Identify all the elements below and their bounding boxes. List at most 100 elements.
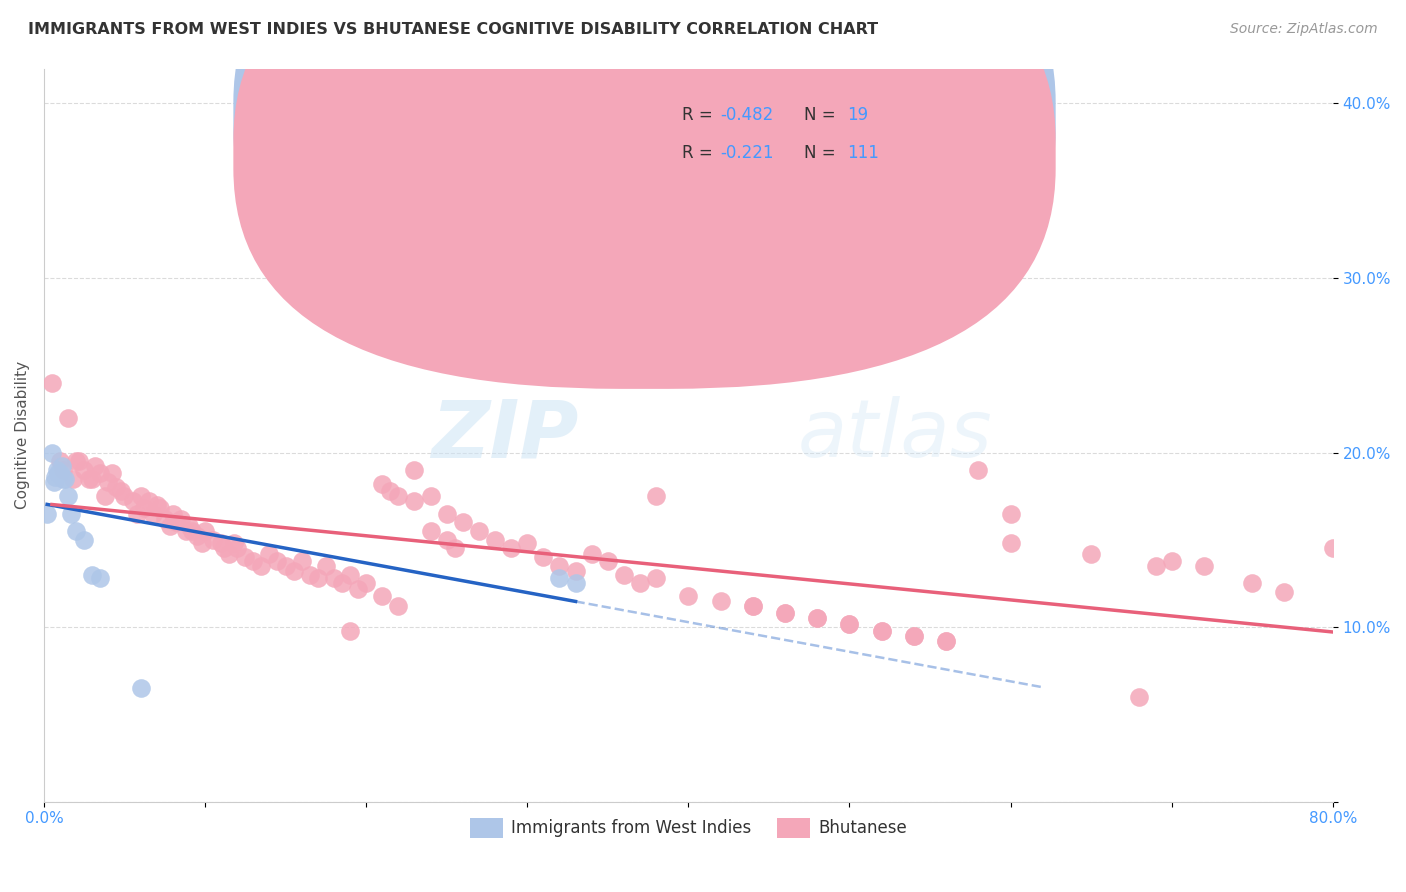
Point bbox=[67, 454, 90, 468]
Point bbox=[177, 518, 200, 533]
Point bbox=[380, 483, 402, 498]
Point bbox=[838, 616, 860, 631]
Point bbox=[419, 489, 441, 503]
Point bbox=[165, 516, 187, 530]
Point bbox=[564, 576, 586, 591]
Point bbox=[1192, 558, 1215, 573]
Point bbox=[330, 576, 353, 591]
Point bbox=[967, 463, 990, 477]
Point bbox=[153, 512, 176, 526]
Point bbox=[773, 606, 796, 620]
Point bbox=[145, 498, 167, 512]
Text: atlas: atlas bbox=[797, 396, 993, 474]
Point bbox=[218, 547, 240, 561]
Point bbox=[129, 681, 152, 695]
Point bbox=[181, 524, 204, 538]
Point bbox=[315, 558, 337, 573]
Point bbox=[501, 541, 523, 556]
Point bbox=[1128, 690, 1150, 704]
Point bbox=[935, 634, 957, 648]
Text: 19: 19 bbox=[846, 106, 868, 124]
Point bbox=[73, 533, 96, 547]
Point bbox=[222, 536, 245, 550]
Point bbox=[162, 507, 184, 521]
Point bbox=[678, 589, 700, 603]
Text: -0.221: -0.221 bbox=[720, 144, 775, 161]
Point bbox=[613, 567, 636, 582]
Point bbox=[298, 567, 321, 582]
Point bbox=[89, 467, 111, 481]
Point bbox=[371, 477, 394, 491]
Point bbox=[935, 634, 957, 648]
Point bbox=[531, 550, 554, 565]
Point bbox=[773, 606, 796, 620]
Text: N =: N = bbox=[804, 106, 841, 124]
Legend: Immigrants from West Indies, Bhutanese: Immigrants from West Indies, Bhutanese bbox=[463, 811, 914, 845]
Point bbox=[49, 467, 72, 481]
Point bbox=[274, 558, 297, 573]
Point bbox=[903, 629, 925, 643]
Point bbox=[209, 536, 232, 550]
Point bbox=[114, 489, 136, 503]
Point bbox=[1274, 585, 1296, 599]
Point bbox=[41, 445, 63, 459]
Text: ZIP: ZIP bbox=[432, 396, 579, 474]
Point bbox=[73, 463, 96, 477]
Point bbox=[443, 541, 465, 556]
Point bbox=[741, 599, 763, 613]
Point bbox=[49, 454, 72, 468]
Point bbox=[516, 536, 538, 550]
Point bbox=[548, 558, 571, 573]
Text: -0.482: -0.482 bbox=[720, 106, 773, 124]
Point bbox=[404, 494, 426, 508]
Point bbox=[37, 507, 59, 521]
Point bbox=[56, 410, 79, 425]
Point bbox=[645, 489, 668, 503]
Point bbox=[806, 611, 828, 625]
Point bbox=[250, 558, 273, 573]
Point bbox=[484, 533, 506, 547]
Point bbox=[468, 524, 491, 538]
Point bbox=[548, 571, 571, 585]
Point bbox=[339, 567, 361, 582]
Point bbox=[436, 507, 458, 521]
Point bbox=[132, 501, 155, 516]
Point bbox=[354, 576, 377, 591]
Point bbox=[1000, 507, 1022, 521]
Point bbox=[1080, 547, 1102, 561]
Point bbox=[709, 594, 731, 608]
Point bbox=[51, 459, 73, 474]
Point bbox=[581, 547, 603, 561]
Point bbox=[41, 376, 63, 390]
Point bbox=[105, 480, 128, 494]
Point bbox=[65, 454, 87, 468]
Point bbox=[564, 564, 586, 578]
Point bbox=[806, 611, 828, 625]
Point bbox=[291, 554, 314, 568]
Point bbox=[259, 547, 281, 561]
Point bbox=[387, 599, 409, 613]
Text: R =: R = bbox=[682, 144, 718, 161]
Point bbox=[100, 467, 122, 481]
Point bbox=[903, 629, 925, 643]
Point bbox=[214, 541, 236, 556]
Point bbox=[870, 624, 893, 638]
Point bbox=[129, 489, 152, 503]
FancyBboxPatch shape bbox=[233, 0, 1056, 389]
Point bbox=[77, 472, 100, 486]
Point bbox=[82, 567, 104, 582]
Point bbox=[52, 463, 75, 477]
Point bbox=[159, 518, 181, 533]
Point bbox=[202, 533, 225, 547]
Point bbox=[1160, 554, 1182, 568]
Point bbox=[1144, 558, 1167, 573]
Point bbox=[191, 536, 214, 550]
Point bbox=[82, 472, 104, 486]
Point bbox=[174, 524, 197, 538]
Point bbox=[242, 554, 264, 568]
Point bbox=[186, 529, 208, 543]
Point bbox=[65, 524, 87, 538]
Y-axis label: Cognitive Disability: Cognitive Disability bbox=[15, 361, 30, 509]
Text: R =: R = bbox=[682, 106, 718, 124]
Point bbox=[436, 533, 458, 547]
